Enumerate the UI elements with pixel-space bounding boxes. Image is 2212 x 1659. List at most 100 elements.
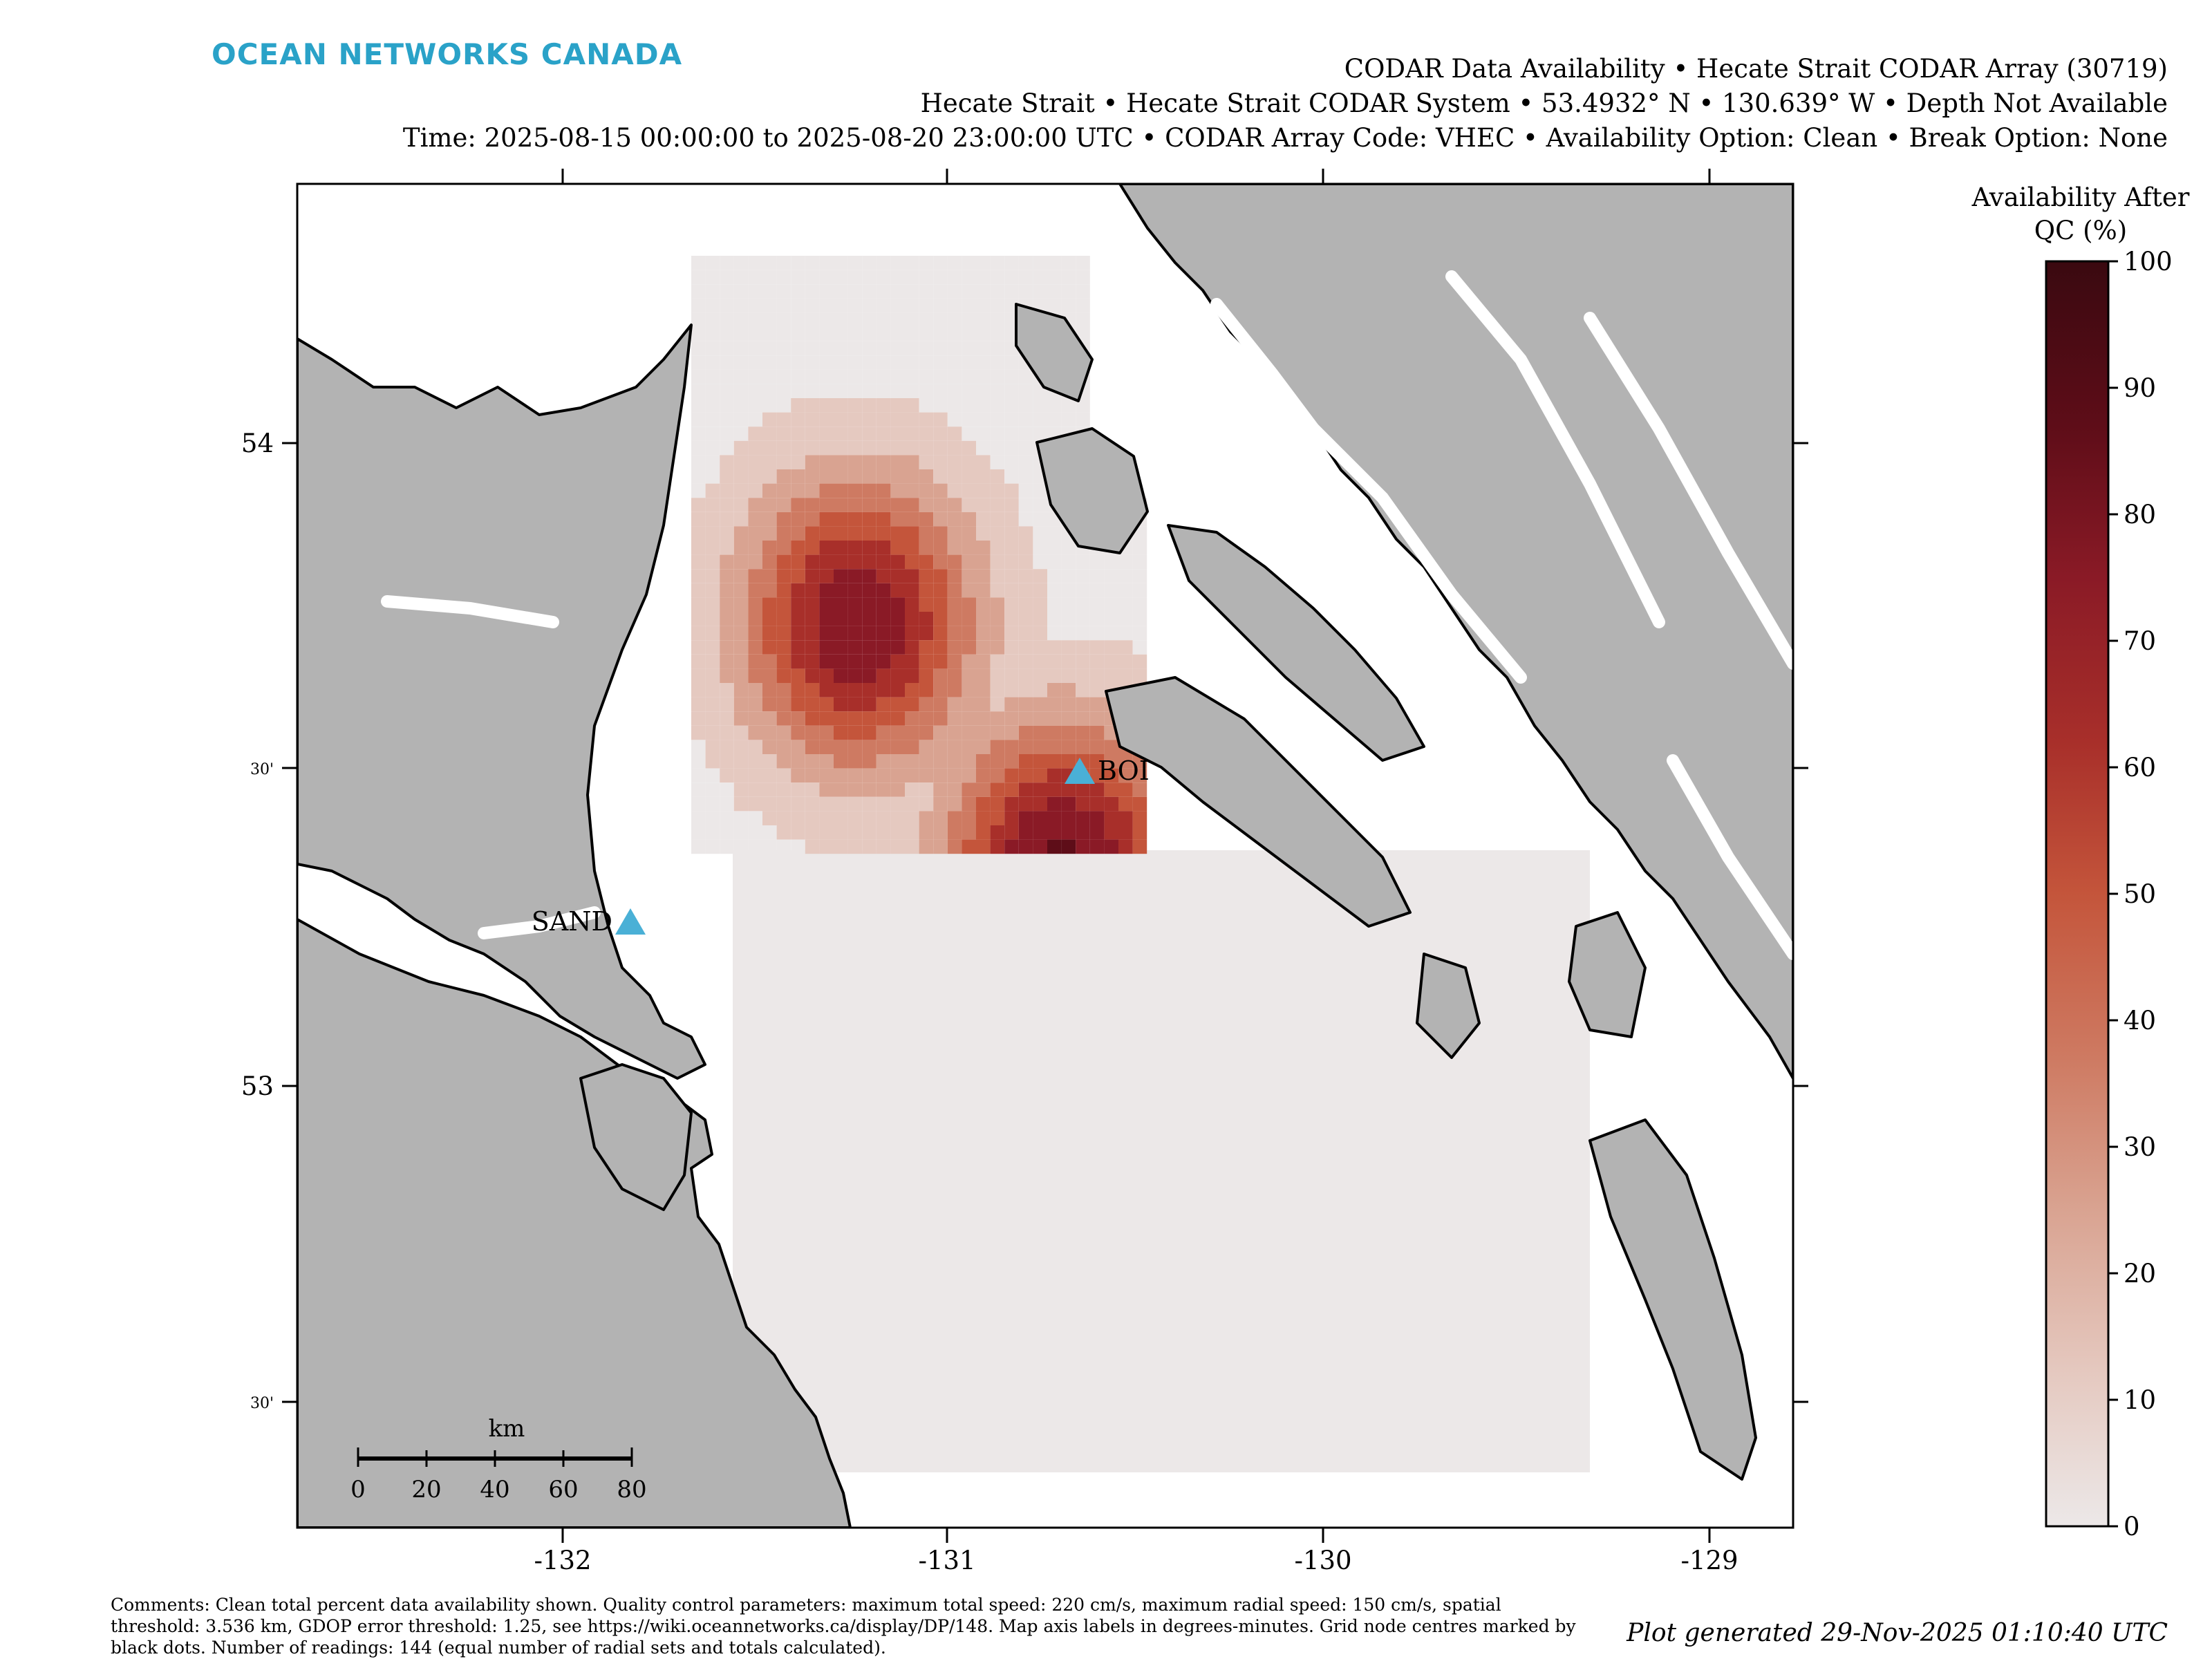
grid-cell [962, 498, 976, 512]
grid-cell [1132, 768, 1147, 783]
title-line-1: CODAR Data Availability • Hecate Strait … [1344, 54, 2168, 84]
porcher-island [1015, 303, 1094, 402]
grid-cell [691, 569, 706, 583]
grid-cell [947, 825, 962, 840]
grid-cell [1076, 668, 1090, 683]
grid-cell [847, 270, 863, 285]
grid-cell [720, 298, 734, 313]
grid-cell [720, 541, 734, 555]
grid-cell [876, 782, 891, 797]
grid-cell [890, 554, 905, 570]
grid-cell [762, 327, 777, 341]
grid-cell [919, 754, 934, 769]
grid-cell [1089, 668, 1105, 683]
grid-cell [876, 469, 891, 484]
grid-cell [834, 440, 848, 456]
grid-cell [819, 839, 834, 854]
grid-cell [720, 711, 734, 726]
grid-cell [962, 355, 976, 370]
grid-cell [933, 398, 948, 413]
grid-cell [791, 569, 805, 583]
grid-cell [1047, 683, 1062, 697]
grid-cell [933, 341, 948, 356]
grid-cell [1004, 612, 1019, 626]
grid-cell [976, 725, 991, 740]
grid-cell [762, 512, 777, 527]
grid-cell [748, 512, 762, 527]
grid-cell [933, 711, 948, 726]
grid-cell [1061, 256, 1076, 270]
grid-cell [1047, 825, 1062, 840]
grid-cell [805, 697, 820, 712]
grid-cell [776, 526, 791, 541]
grid-cell [834, 668, 848, 683]
grid-cell [1076, 626, 1090, 641]
grid-cell [862, 284, 877, 299]
grid-cell [876, 697, 891, 712]
grid-cell [947, 427, 962, 441]
grid-cell [776, 355, 791, 370]
grid-cell [776, 312, 791, 327]
grid-cell [962, 711, 976, 726]
grid-cell [762, 597, 777, 612]
grid-cell [962, 369, 976, 384]
grid-cell [933, 312, 948, 327]
grid-cell [776, 554, 791, 570]
grid-cell [1076, 697, 1090, 712]
grid-cell [1089, 583, 1105, 598]
grid-cell [933, 768, 948, 783]
brand-logo: OCEAN NETWORKS CANADA [212, 37, 683, 71]
grid-cell [976, 811, 991, 825]
grid-cell [1132, 626, 1147, 641]
grid-cell [847, 526, 863, 541]
grid-cell [919, 583, 934, 598]
grid-cell [862, 541, 877, 555]
lon-tick-label: -131 [918, 1546, 975, 1575]
grid-cell [933, 811, 948, 825]
grid-cell [976, 640, 991, 655]
grid-cell [691, 554, 706, 570]
grid-cell [805, 796, 820, 812]
grid-cell [976, 284, 991, 299]
grid-cell [1018, 483, 1033, 498]
grid-cell [720, 284, 734, 299]
grid-cell [1004, 541, 1019, 555]
grid-cell [791, 455, 805, 469]
colorbar-tick-label: 10 [2124, 1385, 2156, 1415]
grid-cell [791, 796, 805, 812]
grid-cell [947, 754, 962, 769]
grid-cell [862, 683, 877, 697]
grid-cell [947, 541, 962, 555]
grid-cell [1047, 298, 1062, 313]
grid-cell [834, 654, 848, 669]
grid-cell [805, 526, 820, 541]
grid-cell [748, 782, 762, 797]
grid-cell [962, 398, 976, 413]
grid-cell [762, 455, 777, 469]
grid-cell [720, 427, 734, 441]
grid-cell [947, 597, 962, 612]
grid-cell [905, 312, 919, 327]
grid-cell [890, 427, 905, 441]
grid-cell [720, 768, 734, 783]
grid-cell [748, 825, 762, 840]
grid-cell [1061, 270, 1076, 285]
grid-cell [890, 483, 905, 498]
grid-cell [705, 412, 720, 427]
grid-cell [862, 612, 877, 626]
grid-cell [976, 440, 991, 456]
footer-comments: Comments: Clean total percent data avail… [111, 1595, 1576, 1658]
grid-cell [976, 512, 991, 527]
grid-cell [1089, 725, 1105, 740]
grid-cell [776, 469, 791, 484]
grid-cell [720, 498, 734, 512]
grid-cell [791, 398, 805, 413]
grid-cell [705, 455, 720, 469]
grid-cell [919, 270, 934, 285]
grid-cell [890, 469, 905, 484]
grid-cell [819, 284, 834, 299]
grid-cell [976, 256, 991, 270]
grid-cell [1104, 811, 1118, 825]
grid-cell [791, 312, 805, 327]
grid-cell [1033, 541, 1047, 555]
